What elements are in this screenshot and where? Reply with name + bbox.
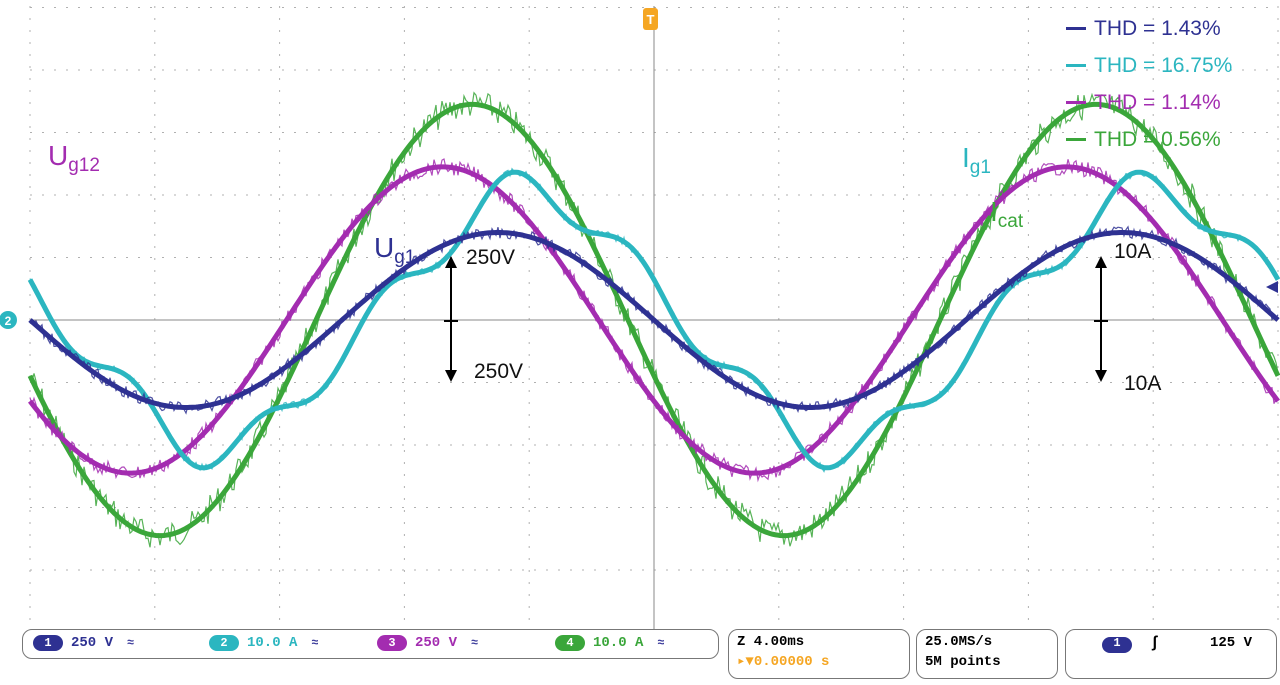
label-ug1-sub: g1 [394,247,416,268]
bandwidth-limit-icon: ≈ [657,636,665,650]
trigger-delay: ▸▼0.00000 s [737,655,829,669]
channel-1-scale: 250 V [71,635,114,651]
voltage-scale-arrows [444,256,458,382]
legend-item: THD = 0.56% [1066,121,1276,158]
trace-line [28,164,1280,476]
label-ug12: Ug12 [48,140,100,176]
trigger-channel-badge: 1 [1102,637,1132,653]
label-ig1-sub: g1 [969,157,991,178]
channel-3-scale: 250 V [415,635,458,651]
channel-3-badge: 3 [377,635,407,651]
bandwidth-limit-icon: ≈ [471,636,479,650]
ch2-ground-label: 2 [5,314,12,328]
label-ug1-main: U [374,232,395,263]
bandwidth-limit-icon: ≈ [127,636,135,650]
legend-label: THD = 1.14% [1094,90,1221,114]
current-scale-arrows [1094,256,1108,382]
channel-4-badge: 4 [555,635,585,651]
record-length: 5M points [925,654,1001,670]
channel-3-setting[interactable]: 3 250 V ≈ [377,635,478,651]
arrow-right-icon [1266,281,1278,293]
trigger-position-marker: T [643,8,658,30]
legend-item: THD = 1.14% [1066,84,1276,121]
trace-ug1 [28,225,1280,415]
trace-line [27,169,1280,471]
waveform-traces [27,91,1280,548]
legend-item: THD = 16.75% [1066,47,1276,84]
label-ig1-main: I [962,142,970,173]
channel-2-scale: 10.0 A [247,635,298,651]
trace-ig1 [27,167,1280,473]
legend-swatch [1066,64,1086,67]
legend-label: THD = 1.43% [1094,16,1221,40]
channel-4-scale: 10.0 A [593,635,644,651]
legend-label: THD = 16.75% [1094,53,1233,77]
trace-line [28,230,1280,410]
bandwidth-limit-icon: ≈ [311,636,319,650]
trigger-delay-value: 0.00000 s [753,654,830,670]
channel-settings-panel: 1 250 V ≈ 2 10.0 A ≈ 3 250 V ≈ 4 10.0 A … [22,629,719,659]
channel-1-setting[interactable]: 1 250 V ≈ [33,635,134,651]
trigger-panel[interactable]: 1 ʃ 125 V [1065,629,1277,679]
timebase-panel[interactable]: Z 4.00ms ▸▼0.00000 s [728,629,910,679]
channel-4-setting[interactable]: 4 10.0 A ≈ [555,635,665,651]
current-scale-down-label: 10A [1124,372,1162,395]
label-ug1: Ug1 [374,232,416,268]
voltage-scale-up-label: 250V [466,246,516,269]
label-ug12-main: U [48,140,69,171]
sample-rate: 25.0MS/s [925,634,993,650]
acquisition-panel[interactable]: 25.0MS/s 5M points [916,629,1058,679]
trace-ug12 [28,158,1280,483]
rising-edge-icon: ʃ [1150,634,1160,652]
current-scale-up-label: 10A [1114,240,1152,263]
trigger-marker-label: T [647,12,655,27]
trace-icat [27,91,1280,548]
ch2-ground-marker: 2 [0,311,17,329]
label-icat-sub: cat [997,211,1024,232]
scope-status-bar: 1 250 V ≈ 2 10.0 A ≈ 3 250 V ≈ 4 10.0 A … [22,629,1278,683]
label-ig1: Ig1 [962,142,991,178]
legend-swatch [1066,101,1086,104]
label-icat-main: I [990,196,998,227]
channel-1-badge: 1 [33,635,63,651]
trigger-delay-icon: ▸▼ [737,654,754,670]
legend-label: THD = 0.56% [1094,127,1221,151]
legend-swatch [1066,27,1086,30]
legend-swatch [1066,138,1086,141]
legend-item: THD = 1.43% [1066,10,1276,47]
label-icat: Icat [990,196,1024,232]
trace-line [27,101,1280,539]
channel-2-setting[interactable]: 2 10.0 A ≈ [209,635,319,651]
voltage-scale-down-label: 250V [474,360,524,383]
channel-2-badge: 2 [209,635,239,651]
thd-legend: THD = 1.43% THD = 16.75% THD = 1.14% THD… [1066,10,1276,158]
timebase-value: Z 4.00ms [737,634,805,650]
trigger-level: 125 V [1210,635,1253,651]
label-ug12-sub: g12 [68,155,100,176]
